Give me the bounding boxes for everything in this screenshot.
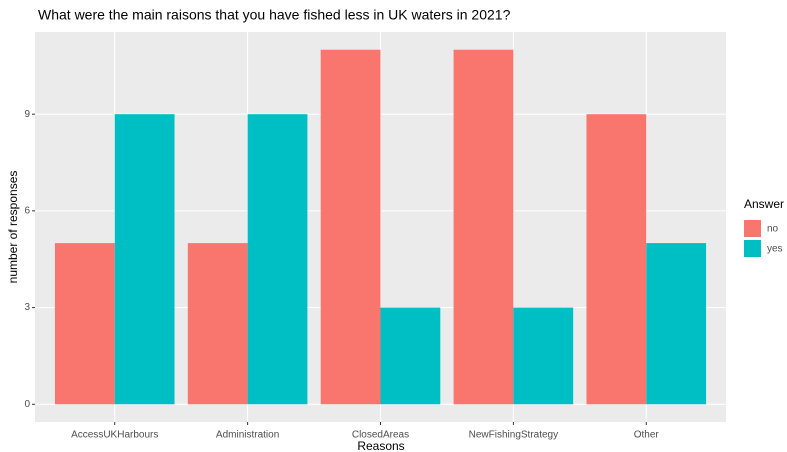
x-tick-label: NewFishingStrategy [469, 430, 558, 441]
x-tick-label: AccessUKHarbours [71, 430, 158, 441]
bar [247, 114, 308, 405]
x-axis-label: Reasons [357, 439, 404, 452]
legend-key [744, 240, 761, 257]
x-tick-label: ClosedAreas [352, 430, 409, 441]
y-tick-label: 0 [24, 399, 30, 410]
y-tick-label: 3 [24, 302, 30, 313]
legend-key [744, 220, 761, 237]
bar [586, 114, 647, 405]
bar [187, 243, 248, 405]
bar [453, 49, 514, 405]
y-tick-label: 6 [24, 206, 30, 217]
x-tick-label: Other [634, 430, 660, 441]
chart-title: What were the main raisons that you have… [38, 7, 511, 23]
bar [513, 307, 574, 405]
legend-label: no [767, 224, 779, 235]
x-tick-label: Administration [216, 430, 279, 441]
legend-label: yes [767, 244, 783, 255]
y-axis-label: number of responses [6, 171, 20, 284]
bar [380, 307, 441, 405]
legend-title: Answer [744, 197, 784, 211]
bar [54, 243, 115, 405]
bar [114, 114, 175, 405]
bar [320, 49, 381, 405]
y-tick-label: 9 [24, 109, 30, 120]
bar [646, 243, 707, 405]
